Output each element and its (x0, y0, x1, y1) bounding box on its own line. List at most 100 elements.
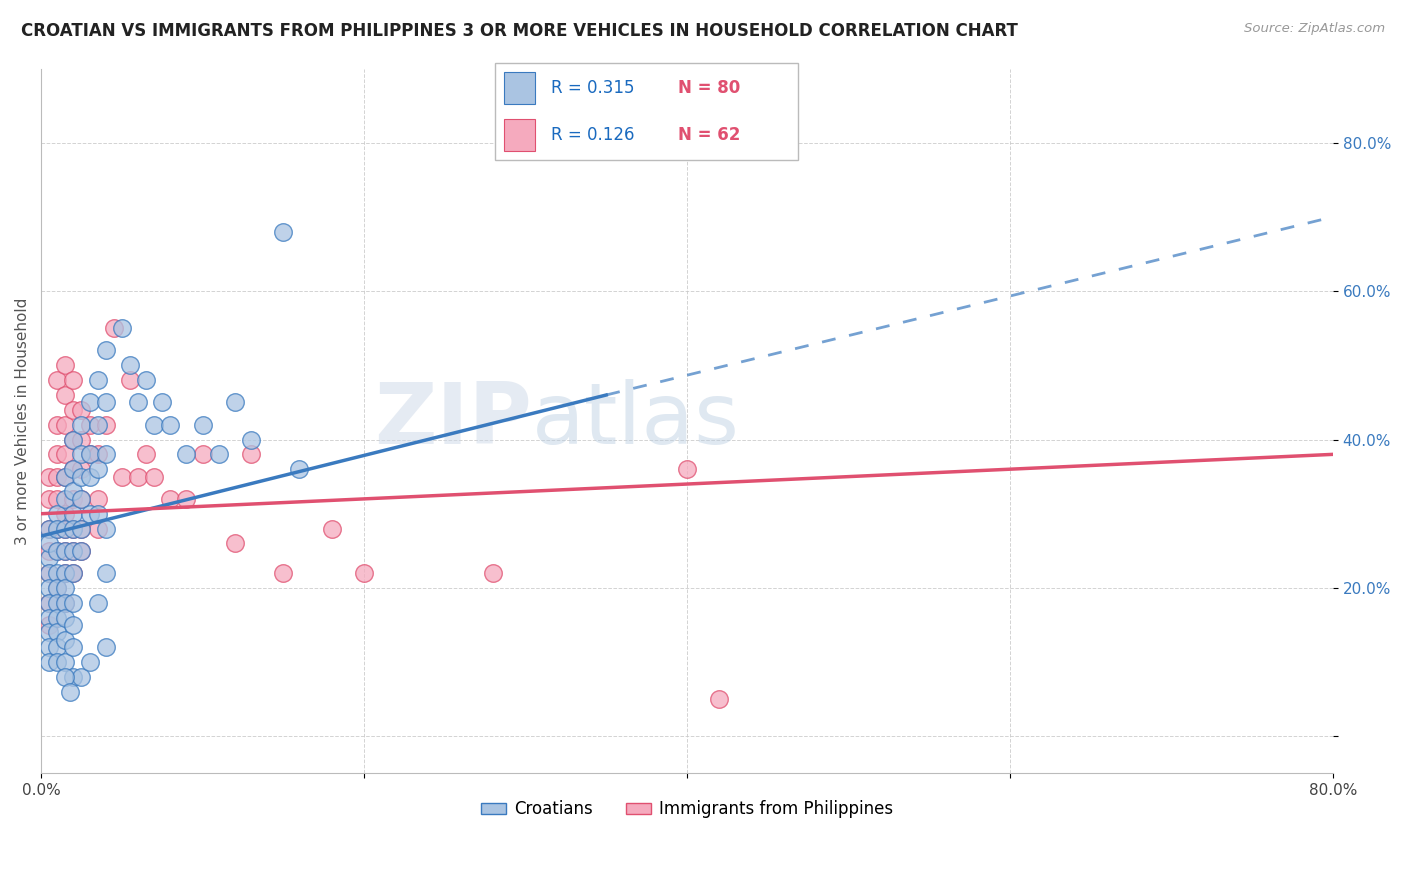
Point (709, 692, 731, 706)
Point (79, 507, 101, 521)
Point (150, 395, 173, 409)
Point (111, 469, 134, 483)
Point (53, 522, 76, 536)
Point (62, 640, 84, 655)
Point (676, 462, 699, 476)
Point (38, 618, 60, 632)
Point (53, 544, 76, 558)
Point (62, 544, 84, 558)
Point (191, 447, 214, 461)
Point (191, 417, 214, 432)
Point (62, 491, 84, 506)
Point (62, 522, 84, 536)
Point (46, 655, 69, 669)
Point (38, 596, 60, 610)
Point (62, 522, 84, 536)
Point (38, 596, 60, 610)
Text: R = 0.126: R = 0.126 (551, 126, 634, 144)
Point (62, 402, 84, 417)
Point (46, 581, 69, 595)
Point (38, 655, 60, 669)
Point (79, 469, 101, 483)
Point (86, 596, 108, 610)
Point (86, 462, 108, 476)
Point (46, 544, 69, 558)
Point (53, 522, 76, 536)
Point (79, 417, 101, 432)
Point (38, 625, 60, 640)
Y-axis label: 3 or more Vehicles in Household: 3 or more Vehicles in Household (15, 297, 30, 545)
Point (94, 447, 117, 461)
Point (70, 491, 93, 506)
Point (53, 469, 76, 483)
Point (38, 566, 60, 580)
Point (38, 610, 60, 624)
Point (53, 491, 76, 506)
Point (70, 670, 93, 684)
Point (111, 321, 134, 335)
Point (46, 522, 69, 536)
Point (159, 491, 181, 506)
Text: CROATIAN VS IMMIGRANTS FROM PHILIPPINES 3 OR MORE VEHICLES IN HOUSEHOLD CORRELAT: CROATIAN VS IMMIGRANTS FROM PHILIPPINES … (21, 22, 1018, 40)
Point (46, 507, 69, 521)
Point (38, 566, 60, 580)
Point (53, 544, 76, 558)
Point (240, 447, 263, 461)
Point (79, 655, 101, 669)
Point (70, 402, 93, 417)
Point (94, 522, 117, 536)
Point (271, 566, 294, 580)
Text: atlas: atlas (531, 379, 740, 462)
Point (53, 417, 76, 432)
Point (62, 507, 84, 521)
Point (143, 417, 166, 432)
Point (38, 581, 60, 595)
Point (321, 522, 343, 536)
Text: N = 62: N = 62 (678, 126, 740, 144)
Point (53, 469, 76, 483)
Point (38, 491, 60, 506)
Text: ZIP: ZIP (374, 379, 531, 462)
Point (53, 566, 76, 580)
Point (94, 640, 117, 655)
Point (46, 491, 69, 506)
Point (53, 610, 76, 624)
Point (271, 225, 294, 239)
Point (70, 447, 93, 461)
Point (46, 610, 69, 624)
Point (127, 469, 149, 483)
Point (86, 491, 108, 506)
Point (482, 566, 505, 580)
Point (46, 596, 69, 610)
Point (208, 447, 231, 461)
Point (79, 447, 101, 461)
Point (38, 640, 60, 655)
Point (70, 522, 93, 536)
Point (224, 536, 246, 550)
Point (70, 522, 93, 536)
Point (135, 447, 157, 461)
Point (86, 417, 108, 432)
Point (62, 670, 84, 684)
Point (103, 321, 125, 335)
Point (143, 469, 166, 483)
Point (46, 447, 69, 461)
Point (62, 373, 84, 387)
Point (46, 373, 69, 387)
Point (53, 632, 76, 647)
Point (53, 359, 76, 373)
Point (62, 433, 84, 447)
Point (176, 447, 198, 461)
Point (288, 462, 311, 476)
Point (53, 596, 76, 610)
Point (118, 359, 141, 373)
FancyBboxPatch shape (495, 63, 799, 160)
Point (86, 447, 108, 461)
Point (240, 433, 263, 447)
Legend: Croatians, Immigrants from Philippines: Croatians, Immigrants from Philippines (474, 794, 900, 825)
Point (38, 551, 60, 566)
Point (46, 469, 69, 483)
Point (62, 566, 84, 580)
Point (53, 655, 76, 669)
Point (79, 447, 101, 461)
